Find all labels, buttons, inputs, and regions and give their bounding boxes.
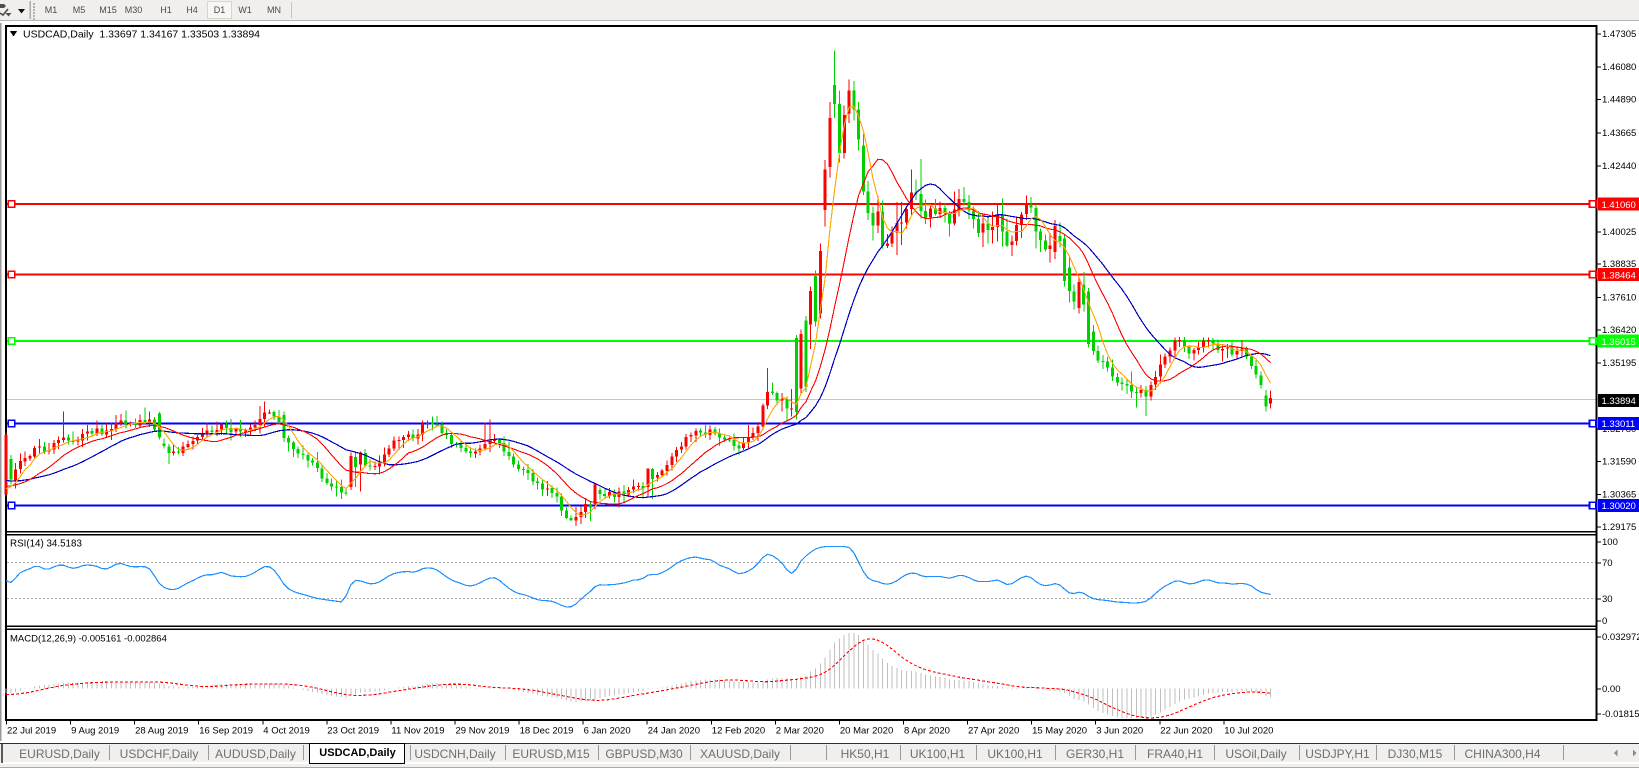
svg-text:1.30020: 1.30020 — [1602, 501, 1636, 512]
svg-text:18 Dec 2019: 18 Dec 2019 — [520, 726, 574, 737]
svg-text:0: 0 — [1602, 616, 1607, 627]
svg-text:3 Jun 2020: 3 Jun 2020 — [1096, 726, 1143, 737]
svg-text:2 Mar 2020: 2 Mar 2020 — [776, 726, 824, 737]
svg-text:1.38835: 1.38835 — [1602, 259, 1636, 270]
svg-text:16 Sep 2019: 16 Sep 2019 — [199, 726, 253, 737]
svg-text:10 Jul 2020: 10 Jul 2020 — [1224, 726, 1273, 737]
svg-text:0.032972: 0.032972 — [1602, 632, 1639, 643]
svg-text:1.43665: 1.43665 — [1602, 128, 1636, 139]
svg-text:24 Jan 2020: 24 Jan 2020 — [648, 726, 700, 737]
svg-text:1.31590: 1.31590 — [1602, 456, 1636, 467]
svg-text:29 Nov 2019: 29 Nov 2019 — [456, 726, 510, 737]
svg-text:22 Jun 2020: 22 Jun 2020 — [1160, 726, 1212, 737]
svg-text:70: 70 — [1602, 558, 1613, 569]
svg-text:1.33011: 1.33011 — [1602, 419, 1636, 430]
svg-text:22 Jul 2019: 22 Jul 2019 — [7, 726, 56, 737]
svg-text:20 Mar 2020: 20 Mar 2020 — [840, 726, 893, 737]
svg-text:28 Aug 2019: 28 Aug 2019 — [135, 726, 188, 737]
svg-text:USDCAD,Daily 1.33697 1.34167: USDCAD,Daily 1.33697 1.34167 1.33503 1.3… — [23, 29, 260, 41]
svg-text:1.41060: 1.41060 — [1602, 200, 1636, 211]
svg-text:1.37610: 1.37610 — [1602, 293, 1636, 304]
svg-text:MACD(12,26,9) -0.005161 -0.002: MACD(12,26,9) -0.005161 -0.002864 — [10, 634, 167, 645]
svg-text:1.42440: 1.42440 — [1602, 161, 1636, 172]
svg-text:12 Feb 2020: 12 Feb 2020 — [712, 726, 765, 737]
svg-text:1.33894: 1.33894 — [1602, 396, 1636, 407]
svg-text:1.36420: 1.36420 — [1602, 325, 1636, 336]
svg-text:11 Nov 2019: 11 Nov 2019 — [391, 726, 444, 737]
svg-text:-0.018154: -0.018154 — [1602, 709, 1639, 720]
svg-text:9 Aug 2019: 9 Aug 2019 — [71, 726, 119, 737]
svg-text:6 Jan 2020: 6 Jan 2020 — [584, 726, 631, 737]
svg-text:1.46080: 1.46080 — [1602, 62, 1636, 73]
svg-text:1.44890: 1.44890 — [1602, 95, 1636, 106]
svg-text:27 Apr 2020: 27 Apr 2020 — [968, 726, 1019, 737]
svg-text:1.47305: 1.47305 — [1602, 29, 1636, 40]
svg-text:1.29175: 1.29175 — [1602, 522, 1636, 533]
svg-text:1.40025: 1.40025 — [1602, 227, 1636, 238]
svg-text:0.00: 0.00 — [1602, 684, 1621, 695]
svg-text:100: 100 — [1602, 537, 1618, 548]
svg-text:4 Oct 2019: 4 Oct 2019 — [263, 726, 309, 737]
svg-text:15 May 2020: 15 May 2020 — [1032, 726, 1087, 737]
svg-text:23 Oct 2019: 23 Oct 2019 — [327, 726, 379, 737]
svg-text:1.35195: 1.35195 — [1602, 358, 1636, 369]
svg-text:8 Apr 2020: 8 Apr 2020 — [904, 726, 950, 737]
svg-text:RSI(14) 34.5183: RSI(14) 34.5183 — [10, 539, 82, 550]
svg-text:30: 30 — [1602, 594, 1613, 605]
svg-text:1.36015: 1.36015 — [1602, 337, 1636, 348]
svg-text:1.30365: 1.30365 — [1602, 490, 1636, 501]
svg-text:1.38464: 1.38464 — [1602, 270, 1636, 281]
